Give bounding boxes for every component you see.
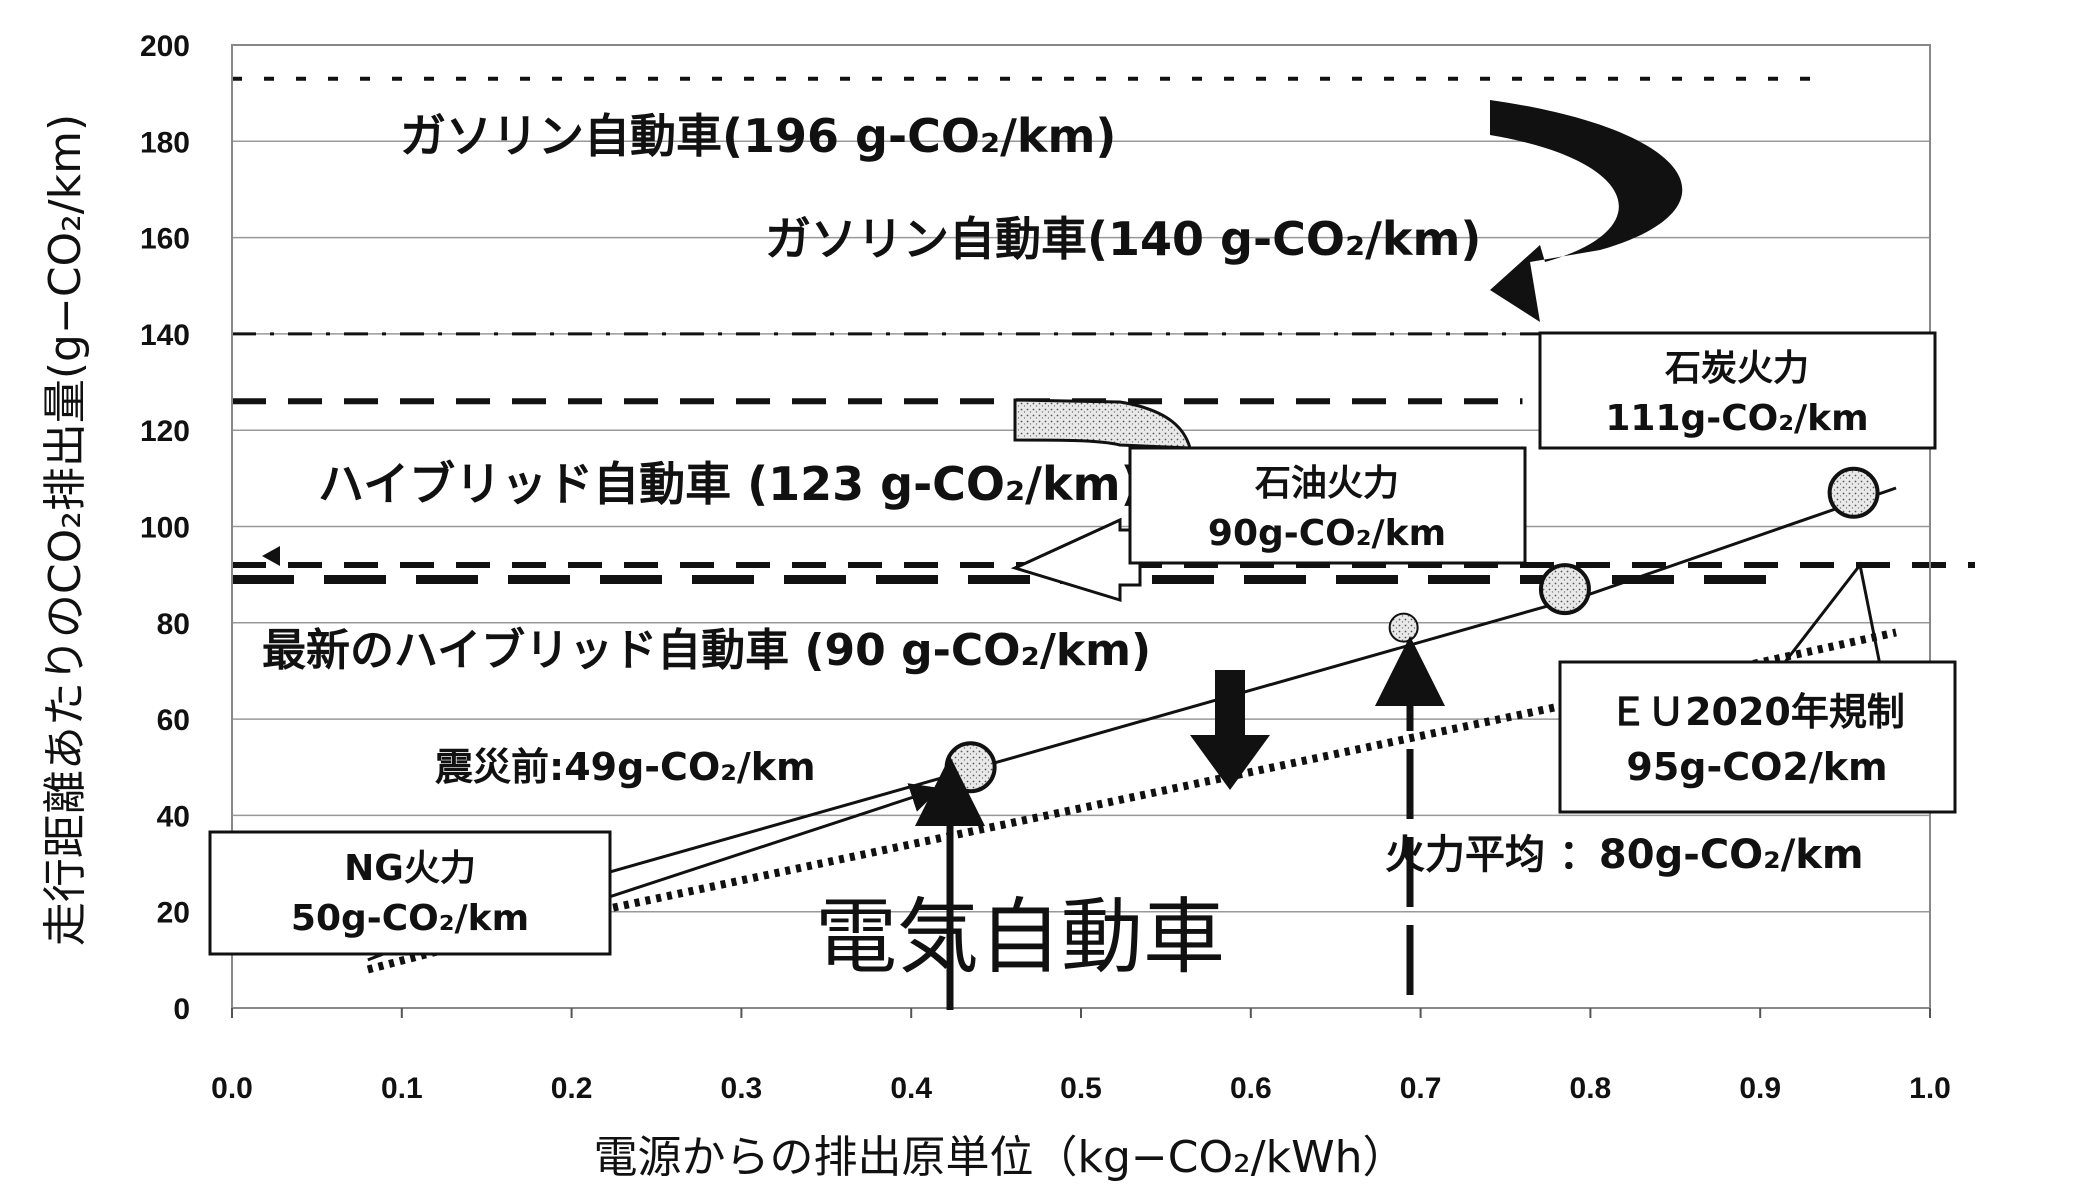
down-arrow-icon — [1190, 670, 1270, 790]
x-tick-label: 0.6 — [1230, 1072, 1272, 1105]
oil-callout: 石油火力 90g-CO₂/km — [1128, 446, 1527, 565]
eu-callout: ＥＵ2020年規制 95g-CO2/km — [1558, 660, 1957, 814]
hollow-arrow-icon — [1010, 517, 1142, 603]
x-tick-label: 0.1 — [381, 1072, 423, 1105]
svg-text:50g-CO₂/km: 50g-CO₂/km — [291, 898, 529, 939]
data-point-circle — [1388, 612, 1419, 643]
y-tick-label: 200 — [140, 30, 190, 63]
data-point-circle — [1538, 563, 1591, 616]
curved-arrow-icon — [1490, 100, 1683, 322]
y-tick-label: 40 — [157, 800, 190, 833]
x-tick-label: 1.0 — [1909, 1072, 1951, 1105]
x-tick-label: 0.2 — [551, 1072, 593, 1105]
x-tick-label: 0.4 — [890, 1072, 932, 1105]
gasoline-new-label: ガソリン自動車(140 g-CO₂/km) — [765, 212, 1481, 266]
y-tick-label: 160 — [140, 223, 190, 256]
thermal-average-label: 火力平均 ：80g-CO₂/km — [1385, 832, 1864, 878]
x-tick-labels: 0.0 0.1 0.2 0.3 0.4 0.5 0.6 0.7 0.8 0.9 1.0 — [211, 1008, 1951, 1105]
x-tick-label: 0.9 — [1739, 1072, 1781, 1105]
data-point-circle — [1827, 466, 1880, 519]
y-tick-label: 0 — [173, 993, 190, 1026]
ev-label: 電気自動車 — [815, 890, 1225, 985]
pre-disaster-label: 震災前:49g-CO₂/km — [435, 745, 816, 789]
hybrid-label: ハイブリッド自動車 (123 g-CO₂/km) — [318, 457, 1142, 511]
gasoline-old-label: ガソリン自動車(196 g-CO₂/km) — [400, 109, 1116, 163]
x-tick-label: 0.8 — [1570, 1072, 1612, 1105]
coal-callout: 石炭火力 111g-CO₂/km — [1538, 331, 1937, 450]
x-tick-label: 0.7 — [1400, 1072, 1442, 1105]
svg-text:ＥＵ2020年規制: ＥＵ2020年規制 — [1609, 690, 1905, 734]
x-tick-label: 0.5 — [1060, 1072, 1102, 1105]
speckled-arrow-icon — [1013, 398, 1192, 450]
y-tick-label: 100 — [140, 512, 190, 545]
y-tick-label: 140 — [140, 319, 190, 352]
svg-text:95g-CO2/km: 95g-CO2/km — [1626, 745, 1887, 789]
y-tick-labels: 0 20 40 60 80 100 120 140 160 180 200 — [140, 30, 190, 1026]
y-axis-title: 走行距離あたりのCO₂排出量(g−CO₂/km) — [40, 114, 91, 946]
svg-text:NG火力: NG火力 — [344, 848, 476, 889]
x-tick-label: 0.0 — [211, 1072, 253, 1105]
svg-text:111g-CO₂/km: 111g-CO₂/km — [1605, 398, 1868, 439]
x-axis-title: 電源からの排出原単位（kg−CO₂/kWh） — [594, 1132, 1407, 1183]
hybrid-new-label: 最新のハイブリッド自動車 (90 g-CO₂/km) — [262, 625, 1151, 676]
y-tick-label: 180 — [140, 126, 190, 159]
eu-callout-pointer — [1783, 561, 1882, 666]
svg-text:石油火力: 石油火力 — [1255, 463, 1399, 504]
data-point-circle — [944, 741, 997, 794]
left-arrow-icon — [262, 546, 280, 566]
y-tick-label: 120 — [140, 415, 190, 448]
y-tick-label: 60 — [157, 704, 190, 737]
svg-text:石炭火力: 石炭火力 — [1665, 348, 1809, 389]
x-tick-label: 0.3 — [721, 1072, 763, 1105]
y-tick-label: 80 — [157, 608, 190, 641]
y-tick-label: 20 — [157, 897, 190, 930]
ng-callout: NG火力 50g-CO₂/km — [208, 830, 612, 956]
svg-text:90g-CO₂/km: 90g-CO₂/km — [1208, 513, 1446, 554]
